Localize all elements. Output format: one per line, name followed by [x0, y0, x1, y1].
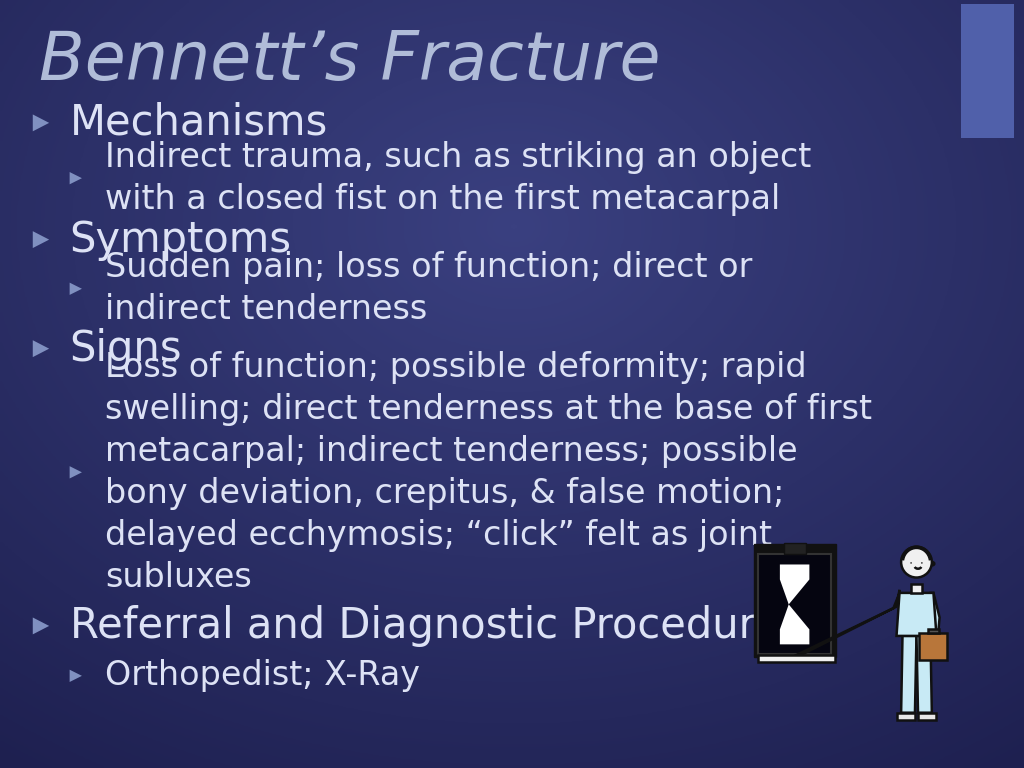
Polygon shape — [70, 466, 82, 478]
Bar — [920, 633, 947, 660]
Text: Signs: Signs — [70, 328, 182, 369]
Polygon shape — [916, 636, 932, 713]
Polygon shape — [897, 713, 915, 720]
Bar — [758, 554, 831, 654]
Text: Mechanisms: Mechanisms — [70, 102, 328, 144]
Bar — [754, 544, 836, 657]
Polygon shape — [33, 114, 49, 131]
Text: Bennett’s Fracture: Bennett’s Fracture — [39, 28, 660, 94]
Polygon shape — [911, 584, 922, 593]
Polygon shape — [918, 713, 936, 720]
Ellipse shape — [931, 562, 934, 565]
Circle shape — [910, 562, 912, 564]
Polygon shape — [897, 593, 936, 636]
Polygon shape — [901, 636, 916, 713]
Polygon shape — [70, 670, 82, 682]
Circle shape — [921, 562, 923, 564]
Text: Symptoms: Symptoms — [70, 219, 292, 260]
Polygon shape — [70, 172, 82, 184]
Text: Sudden pain; loss of function; direct or
indirect tenderness: Sudden pain; loss of function; direct or… — [105, 251, 753, 326]
Text: Loss of function; possible deformity; rapid
swelling; direct tenderness at the b: Loss of function; possible deformity; ra… — [105, 350, 872, 594]
Polygon shape — [795, 590, 899, 656]
Polygon shape — [901, 546, 932, 560]
Bar — [928, 629, 939, 633]
Polygon shape — [70, 283, 82, 295]
Polygon shape — [33, 340, 49, 357]
Bar — [783, 543, 806, 554]
Polygon shape — [33, 617, 49, 634]
Bar — [961, 4, 1014, 138]
Polygon shape — [33, 231, 49, 248]
Polygon shape — [931, 593, 940, 652]
Text: Referral and Diagnostic Procedures: Referral and Diagnostic Procedures — [70, 605, 802, 647]
Text: Orthopedist; X-Ray: Orthopedist; X-Ray — [105, 660, 421, 692]
Ellipse shape — [901, 547, 932, 578]
Polygon shape — [758, 655, 836, 662]
Polygon shape — [780, 564, 809, 644]
Text: Indirect trauma, such as striking an object
with a closed fist on the first meta: Indirect trauma, such as striking an obj… — [105, 141, 812, 216]
